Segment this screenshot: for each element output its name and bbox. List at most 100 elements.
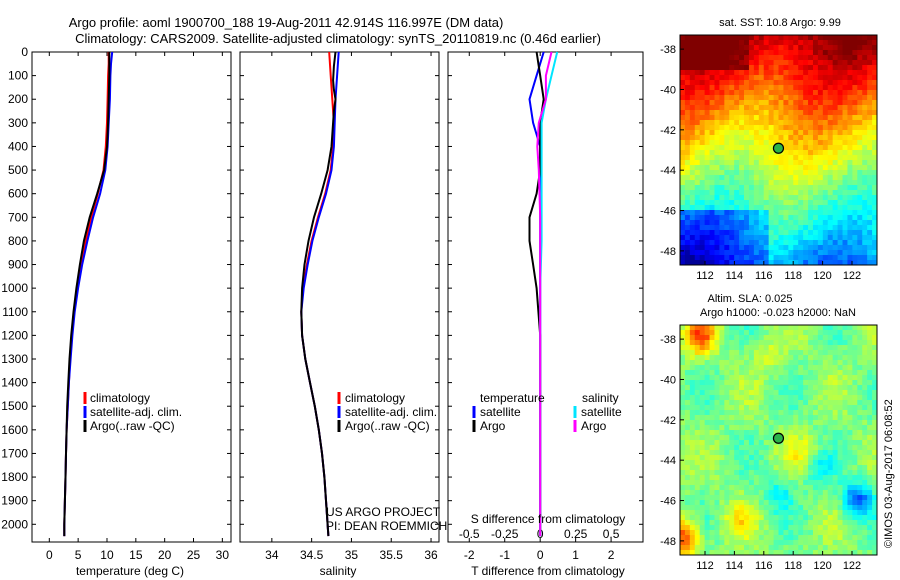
heatmap-cell	[832, 470, 838, 476]
heatmap-cell	[798, 325, 804, 331]
heatmap-cell	[689, 460, 696, 466]
heatmap-cell	[842, 340, 848, 346]
heatmap-cell	[803, 415, 809, 421]
heatmap-cell	[847, 90, 853, 96]
heatmap-cell	[788, 455, 794, 461]
heatmap-cell	[684, 460, 691, 466]
heatmap-cell	[832, 95, 838, 101]
heatmap-cell	[724, 500, 730, 506]
heatmap-cell	[724, 70, 730, 76]
heatmap-cell	[773, 375, 779, 381]
heatmap-cell	[808, 55, 814, 61]
heatmap-cell	[872, 120, 878, 126]
heatmap-cell	[709, 55, 715, 61]
heatmap-cell	[798, 35, 804, 41]
heatmap-cell	[827, 460, 834, 466]
heatmap-cell	[817, 90, 824, 96]
heatmap-cell	[763, 350, 770, 356]
legend-label-argo: Argo(..raw -QC)	[90, 419, 175, 433]
heatmap-cell	[773, 505, 779, 511]
heatmap-cell	[778, 475, 784, 481]
heatmap-cell	[788, 105, 794, 111]
heatmap-cell	[704, 110, 710, 116]
heatmap-cell	[719, 355, 725, 361]
heatmap-cell	[763, 405, 770, 411]
heatmap-cell	[872, 70, 878, 76]
heatmap-cell	[852, 150, 858, 156]
heatmap-cell	[783, 180, 789, 186]
heatmap-cell	[867, 210, 873, 216]
heatmap-cell	[798, 190, 804, 196]
heatmap-cell	[783, 235, 789, 241]
heatmap-cell	[734, 225, 740, 231]
heatmap-cell	[793, 175, 799, 181]
heatmap-cell	[729, 250, 735, 256]
heatmap-cell	[684, 85, 691, 91]
heatmap-cell	[867, 405, 873, 411]
heatmap-cell	[793, 70, 799, 76]
heatmap-cell	[857, 210, 863, 216]
heatmap-cell	[842, 535, 848, 541]
heatmap-cell	[729, 80, 735, 86]
heatmap-cell	[744, 475, 750, 481]
heatmap-cell	[862, 240, 868, 246]
heatmap-cell	[689, 380, 696, 386]
heatmap-cell	[788, 435, 794, 441]
heatmap-cell	[689, 180, 696, 186]
heatmap-cell	[680, 210, 686, 216]
heatmap-cell	[719, 260, 725, 266]
heatmap-cell	[714, 35, 720, 41]
heatmap-cell	[684, 485, 691, 491]
heatmap-cell	[739, 120, 745, 126]
heatmap-cell	[857, 255, 863, 261]
heatmap-cell	[793, 220, 799, 226]
heatmap-cell	[872, 175, 878, 181]
heatmap-cell	[852, 95, 858, 101]
heatmap-cell	[748, 525, 755, 531]
heatmap-cell	[798, 225, 804, 231]
heatmap-cell	[680, 175, 686, 181]
heatmap-cell	[788, 495, 794, 501]
heatmap-cell	[684, 110, 691, 116]
heatmap-cell	[724, 535, 730, 541]
heatmap-cell	[724, 165, 730, 171]
heatmap-cell	[857, 115, 863, 121]
heatmap-cell	[709, 490, 715, 496]
heatmap-cell	[699, 485, 706, 491]
heatmap-cell	[763, 425, 770, 431]
heatmap-cell	[689, 210, 696, 216]
heatmap-cell	[709, 540, 715, 546]
heatmap-cell	[803, 440, 809, 446]
heatmap-cell	[689, 80, 696, 86]
heatmap-cell	[847, 235, 853, 241]
heatmap-cell	[763, 535, 770, 541]
heatmap-cell	[753, 495, 760, 501]
heatmap-cell	[768, 225, 774, 231]
heatmap-cell	[793, 485, 799, 491]
heatmap-cell	[709, 60, 715, 66]
heatmap-cell	[689, 250, 696, 256]
heatmap-cell	[842, 160, 848, 166]
heatmap-cell	[753, 435, 760, 441]
heatmap-cell	[768, 485, 774, 491]
heatmap-cell	[694, 440, 701, 446]
heatmap-cell	[768, 95, 774, 101]
heatmap-cell	[744, 125, 750, 131]
heatmap-cell	[763, 410, 770, 416]
heatmap-cell	[837, 85, 843, 91]
heatmap-cell	[862, 85, 868, 91]
heatmap-cell	[808, 430, 814, 436]
heatmap-cell	[862, 530, 868, 536]
heatmap-cell	[748, 520, 755, 526]
heatmap-cell	[724, 525, 730, 531]
heatmap-cell	[812, 510, 819, 516]
heatmap-cell	[798, 350, 804, 356]
heatmap-cell	[684, 210, 691, 216]
heatmap-cell	[694, 45, 701, 51]
heatmap-cell	[699, 385, 706, 391]
heatmap-cell	[812, 150, 819, 156]
heatmap-cell	[778, 535, 784, 541]
heatmap-cell	[714, 135, 720, 141]
heatmap-cell	[812, 330, 819, 336]
heatmap-cell	[832, 345, 838, 351]
